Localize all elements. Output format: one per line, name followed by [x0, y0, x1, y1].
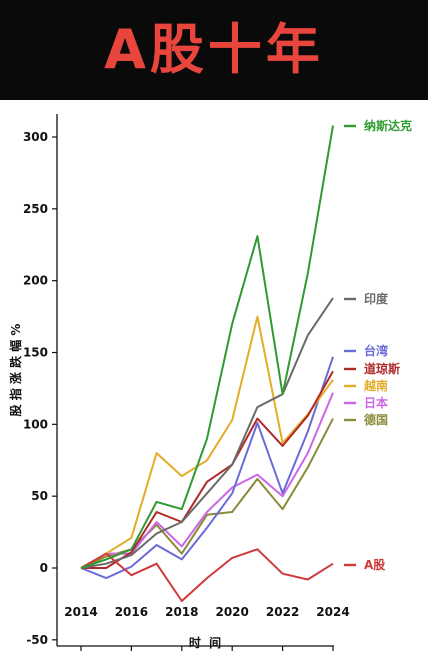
- title-banner: A股十年: [0, 0, 428, 100]
- x-tick-label: 2014: [64, 605, 97, 619]
- series-line-台湾: [80, 356, 334, 580]
- y-tick-label: 50: [31, 489, 48, 503]
- series-line-日本: [80, 392, 334, 569]
- y-tick-label: 300: [23, 130, 48, 144]
- x-tick-label: 2020: [215, 605, 248, 619]
- y-tick-label: -50: [26, 633, 48, 647]
- legend-label-日本: 日本: [364, 395, 388, 410]
- legend-label-越南: 越南: [363, 378, 388, 393]
- series-line-越南: [80, 315, 334, 569]
- y-tick-label: 200: [23, 274, 48, 288]
- x-tick-label: 2022: [266, 605, 299, 619]
- y-tick-label: 0: [40, 561, 48, 575]
- legend-label-德国: 德国: [364, 412, 388, 427]
- chart-area: -50 0 50 100 150 200 250 300 2014 2016 2018 2020 202…: [0, 100, 428, 657]
- legend-label-道琼斯: 道琼斯: [364, 361, 400, 376]
- series-line-A股: [80, 548, 334, 602]
- x-tick-label: 2024: [316, 605, 349, 619]
- series-line-纳斯达克: [80, 125, 334, 569]
- series-line-印度: [80, 297, 334, 569]
- legend-label-印度: 印度: [364, 291, 389, 306]
- x-tick-label: 2018: [165, 605, 198, 619]
- line-chart: -50 0 50 100 150 200 250 300 2014 2016 2018 2020 202…: [8, 114, 412, 651]
- legend-label-台湾: 台湾: [364, 343, 388, 358]
- x-axis-title: 时 间: [189, 635, 221, 650]
- y-tick-label: 150: [23, 346, 48, 360]
- y-tick-label: 250: [23, 202, 48, 216]
- banner-title: A股十年: [104, 18, 324, 81]
- y-tick-label: 100: [23, 417, 48, 431]
- legend-label-A股: A股: [364, 557, 386, 572]
- legend-label-纳斯达克: 纳斯达克: [364, 118, 412, 133]
- y-axis-title: 股 指 涨 跌 幅 %: [8, 324, 23, 417]
- series-line-道琼斯: [81, 370, 334, 569]
- x-tick-label: 2016: [115, 605, 148, 619]
